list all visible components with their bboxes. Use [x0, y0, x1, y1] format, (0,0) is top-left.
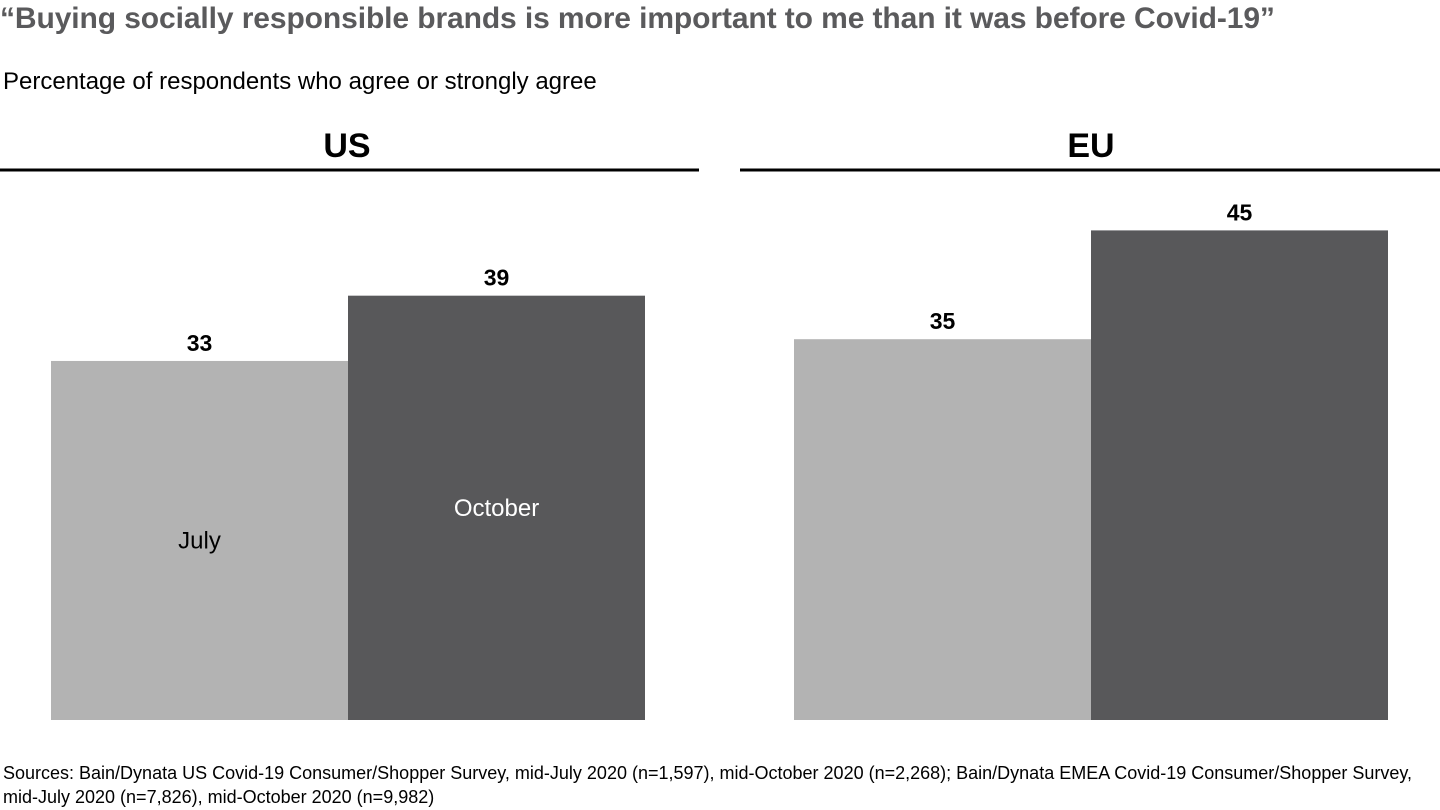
chart-subtitle: Percentage of respondents who agree or s… — [3, 68, 597, 95]
bar-us-july — [51, 360, 348, 720]
bar-chart: US 33 July 39 October EU 35 45 — [0, 127, 1440, 720]
value-label-eu-july: 35 — [930, 308, 956, 334]
category-label-us-july: July — [178, 527, 221, 554]
panel-eu: EU 35 45 — [740, 127, 1440, 720]
panel-title-eu: EU — [1067, 127, 1114, 165]
panel-title-us: US — [323, 127, 370, 165]
chart-title: “Buying socially responsible brands is m… — [0, 2, 1275, 35]
value-label-us-july: 33 — [187, 330, 213, 356]
value-label-us-october: 39 — [484, 265, 510, 291]
bar-eu-july — [794, 339, 1091, 720]
panel-us: US 33 July 39 October — [0, 127, 699, 720]
category-label-us-october: October — [454, 495, 539, 522]
source-note: Sources: Bain/Dynata US Covid-19 Consume… — [3, 763, 1413, 807]
bar-eu-october — [1091, 230, 1388, 720]
value-label-eu-october: 45 — [1227, 199, 1253, 225]
bar-us-october — [348, 295, 645, 720]
